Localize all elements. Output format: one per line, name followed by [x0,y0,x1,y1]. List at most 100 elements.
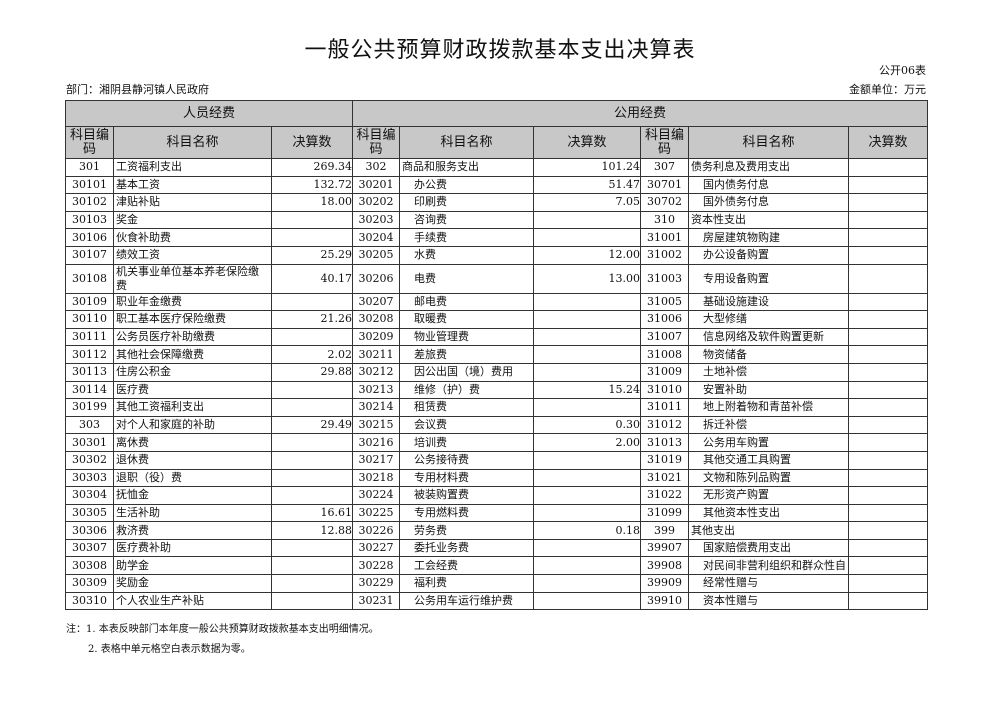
table-row: 30304 抚恤金 30224 被装购置费 31022 无形资产购置 [65,486,929,505]
table-row: 30106 伙食补助费 30204 手续费 31001 房屋建筑物购建 [65,228,929,247]
unit-label: 金额单位：万元 [849,83,926,96]
name-cell: 大型修缮 [688,310,850,329]
code-cell: 31001 [640,228,690,247]
name-cell: 取暖费 [399,310,535,329]
name-cell: 维修（护）费 [399,380,535,400]
amount-cell: 2.02 [270,345,354,364]
table-row: 30306 救济费 12.88 30226 劳务费 0.18 399 其他支出 [65,521,929,540]
code-cell: 30108 [65,263,114,294]
code-cell: 30231 [352,591,401,611]
amount-cell [270,450,354,470]
code-cell: 31011 [640,398,690,417]
name-cell: 差旅费 [399,345,535,364]
amount-cell [270,380,354,400]
code-cell: 30111 [65,327,114,347]
code-cell: 30304 [65,486,114,505]
table-row: 30101 基本工资 132.72 30201 办公费 51.47 30701 国内债务付息 [65,175,929,195]
amount-cell: 101.24 [533,158,642,177]
code-cell: 30303 [65,468,114,488]
code-cell: 30112 [65,345,114,364]
code-cell: 30207 [352,292,401,312]
amount-cell [533,310,642,329]
code-cell: 30217 [352,450,401,470]
name-cell: 电费 [399,263,535,294]
code-cell: 31012 [640,415,690,435]
code-cell: 31007 [640,327,690,347]
table-row: 30302 退休费 30217 公务接待费 31019 其他交通工具购置 [65,450,929,470]
header-amount: 决算数 [848,126,929,159]
name-cell: 公务接待费 [399,450,535,470]
amount-cell [848,345,929,364]
code-cell: 30226 [352,521,401,540]
code-cell: 30702 [640,193,690,212]
code-cell: 31099 [640,503,690,523]
amount-cell [533,538,642,558]
note-1: 注：1. 本表反映部门本年度一般公共预算财政拨款基本支出明细情况。 [66,624,379,635]
name-cell: 会议费 [399,415,535,435]
code-cell: 30106 [65,228,114,247]
amount-cell: 21.26 [270,310,354,329]
amount-cell [848,450,929,470]
code-cell: 30306 [65,521,114,540]
code-cell: 30209 [352,327,401,347]
code-cell: 30218 [352,468,401,488]
code-cell: 30229 [352,574,401,593]
amount-cell: 15.24 [533,380,642,400]
header-name: 科目名称 [688,126,850,159]
code-cell: 30206 [352,263,401,294]
amount-cell [848,556,929,576]
amount-cell: 0.30 [533,415,642,435]
name-cell: 培训费 [399,433,535,452]
name-cell: 基本工资 [113,175,272,195]
name-cell: 无形资产购置 [688,486,850,505]
amount-cell [533,468,642,488]
name-cell: 住房公积金 [113,362,272,382]
amount-cell [270,433,354,452]
amount-cell [270,574,354,593]
name-cell: 安置补助 [688,380,850,400]
name-cell: 经常性赠与 [688,574,850,593]
name-cell: 办公费 [399,175,535,195]
name-cell: 劳务费 [399,521,535,540]
code-cell: 30203 [352,210,401,230]
name-cell: 委托业务费 [399,538,535,558]
name-cell: 专用燃料费 [399,503,535,523]
amount-cell: 2.00 [533,433,642,452]
amount-cell [848,245,929,265]
table-row: 30305 生活补助 16.61 30225 专用燃料费 31099 其他资本性支出 [65,503,929,523]
code-cell: 31009 [640,362,690,382]
table-row: 30301 离休费 30216 培训费 2.00 31013 公务用车购置 [65,433,929,452]
code-cell: 30224 [352,486,401,505]
code-cell: 30309 [65,574,114,593]
amount-cell [848,310,929,329]
table-row: 30103 奖金 30203 咨询费 310 资本性支出 [65,210,929,230]
table-row: 30199 其他工资福利支出 30214 租赁费 31011 地上附着物和青苗补偿 [65,398,929,417]
code-cell: 399 [640,521,690,540]
table-row: 30114 医疗费 30213 维修（护）费 15.24 31010 安置补助 [65,380,929,400]
code-cell: 30201 [352,175,401,195]
name-cell: 印刷费 [399,193,535,212]
code-cell: 30308 [65,556,114,576]
code-cell: 30225 [352,503,401,523]
code-cell: 30208 [352,310,401,329]
name-cell: 咨询费 [399,210,535,230]
name-cell: 其他工资福利支出 [113,398,272,417]
name-cell: 拆迁补偿 [688,415,850,435]
name-cell: 其他交通工具购置 [688,450,850,470]
amount-cell [533,486,642,505]
group-header-row: 人员经费 公用经费 [64,100,929,127]
amount-cell [848,503,929,523]
amount-cell [270,292,354,312]
code-cell: 30107 [65,245,114,265]
name-cell: 水费 [399,245,535,265]
code-cell: 307 [640,158,690,177]
name-cell: 工会经费 [399,556,535,576]
amount-cell [533,591,642,611]
name-cell: 信息网络及软件购置更新 [688,327,850,347]
amount-cell [848,175,929,195]
code-cell: 31013 [640,433,690,452]
amount-cell [848,398,929,417]
code-cell: 30114 [65,380,114,400]
name-cell: 国外债务付息 [688,193,850,212]
table-row: 30307 医疗费补助 30227 委托业务费 39907 国家赔偿费用支出 [65,538,929,558]
